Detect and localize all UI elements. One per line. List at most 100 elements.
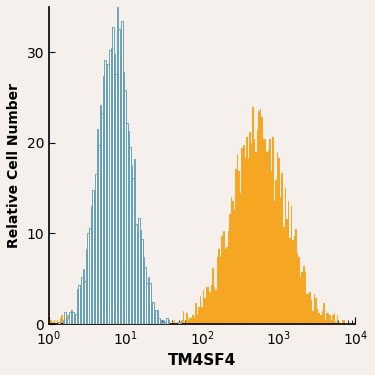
Bar xyxy=(183,311,184,324)
Bar xyxy=(155,322,157,324)
Bar xyxy=(304,272,306,324)
Bar xyxy=(98,145,100,324)
Bar xyxy=(77,311,78,324)
Bar xyxy=(248,158,249,324)
Bar xyxy=(166,318,168,324)
Bar xyxy=(323,303,325,324)
Bar xyxy=(123,320,124,324)
Bar xyxy=(97,129,98,324)
Bar xyxy=(180,322,182,324)
Bar xyxy=(135,224,137,324)
Bar xyxy=(325,320,326,324)
Bar xyxy=(61,315,63,324)
Bar xyxy=(254,139,255,324)
Bar xyxy=(70,310,72,324)
Bar xyxy=(90,311,92,324)
Bar xyxy=(104,307,106,324)
Bar xyxy=(328,313,329,324)
Bar xyxy=(195,303,197,324)
Bar xyxy=(152,302,154,324)
Bar xyxy=(302,272,303,324)
Bar xyxy=(63,320,64,324)
Bar xyxy=(329,315,331,324)
Bar xyxy=(130,165,132,324)
Bar xyxy=(58,322,60,324)
Bar xyxy=(225,249,226,324)
Bar xyxy=(269,139,271,324)
Bar xyxy=(260,109,261,324)
Bar xyxy=(81,277,83,324)
Bar xyxy=(275,180,277,324)
Bar xyxy=(189,318,190,324)
Bar xyxy=(178,322,180,324)
Bar xyxy=(118,28,120,324)
Bar xyxy=(303,266,304,324)
Bar xyxy=(315,298,317,324)
Bar xyxy=(69,322,70,324)
Bar xyxy=(282,173,283,324)
Bar xyxy=(297,253,298,324)
Bar xyxy=(249,132,250,324)
Bar xyxy=(101,113,103,324)
Bar xyxy=(126,322,128,324)
Bar xyxy=(158,318,160,324)
Bar xyxy=(60,318,61,324)
Bar xyxy=(211,285,212,324)
Bar xyxy=(138,217,140,324)
Bar xyxy=(124,90,126,324)
Bar xyxy=(100,105,101,324)
Bar xyxy=(234,210,235,324)
Bar xyxy=(114,54,115,324)
Bar xyxy=(74,318,75,324)
Bar xyxy=(318,313,320,324)
Bar xyxy=(120,311,122,324)
Bar xyxy=(277,152,278,324)
Bar xyxy=(201,307,203,324)
Bar xyxy=(190,318,192,324)
Bar xyxy=(137,322,138,324)
Bar xyxy=(231,197,232,324)
Bar xyxy=(130,322,132,324)
Bar xyxy=(337,315,339,324)
Bar xyxy=(289,238,291,324)
Bar xyxy=(285,188,286,324)
Bar xyxy=(83,307,84,324)
Bar xyxy=(89,228,90,324)
Bar xyxy=(215,290,217,324)
Bar xyxy=(278,158,280,324)
Bar xyxy=(134,159,135,324)
Bar xyxy=(174,320,175,324)
Bar xyxy=(90,206,92,324)
Bar xyxy=(312,311,314,324)
Bar xyxy=(84,281,86,324)
Bar xyxy=(214,288,215,324)
Bar xyxy=(168,320,169,324)
Bar xyxy=(294,236,296,324)
Bar xyxy=(140,230,141,324)
Bar xyxy=(124,320,126,324)
Bar xyxy=(120,54,122,324)
Bar xyxy=(140,322,141,324)
Bar xyxy=(84,318,86,324)
Bar xyxy=(160,320,161,324)
Bar xyxy=(237,154,238,324)
Bar xyxy=(291,206,292,324)
Bar xyxy=(178,322,180,324)
Bar xyxy=(182,320,183,324)
Bar xyxy=(66,320,68,324)
X-axis label: TM4SF4: TM4SF4 xyxy=(168,353,236,368)
Bar xyxy=(98,313,100,324)
Bar xyxy=(89,318,90,324)
Bar xyxy=(242,147,243,324)
Bar xyxy=(51,320,52,324)
Bar xyxy=(194,318,195,324)
Bar xyxy=(172,322,174,324)
Bar xyxy=(132,178,134,324)
Bar xyxy=(283,227,285,324)
Bar xyxy=(246,137,248,324)
Bar xyxy=(144,267,146,324)
Bar xyxy=(81,311,83,324)
Bar xyxy=(155,310,157,324)
Bar xyxy=(146,322,147,324)
Bar xyxy=(311,300,312,324)
